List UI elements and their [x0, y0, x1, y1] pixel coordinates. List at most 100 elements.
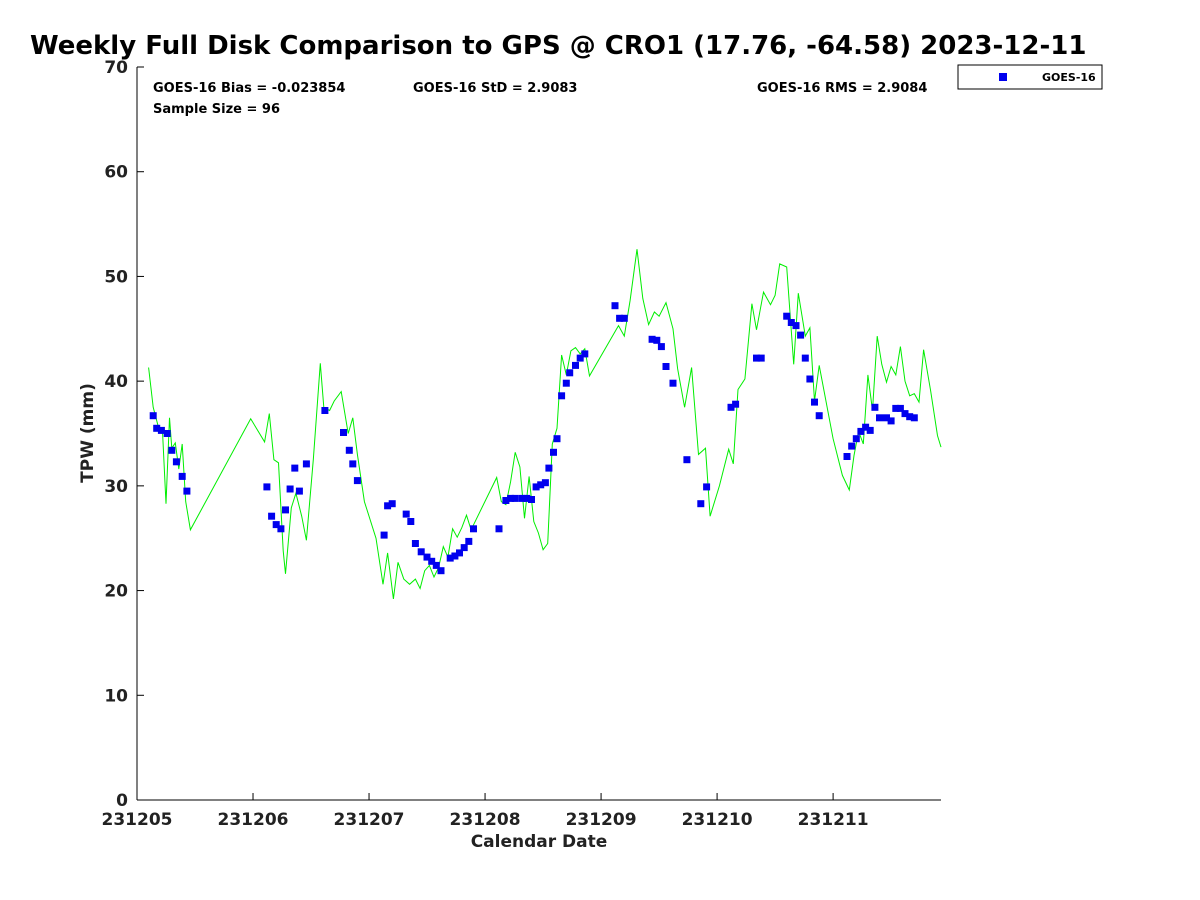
- y-tick-label: 30: [104, 477, 128, 497]
- goes-16-point: [507, 494, 515, 502]
- x-tick-label: 231208: [450, 810, 521, 830]
- goes-16-point: [153, 424, 161, 432]
- goes-16-point: [163, 430, 171, 437]
- gps-line: [148, 249, 942, 599]
- goes-16-point: [282, 506, 289, 514]
- goes-16-point: [757, 354, 765, 362]
- goes-16-point: [581, 350, 589, 358]
- goes-16-point: [792, 322, 800, 330]
- x-tick-label: 231206: [218, 810, 289, 830]
- goes-16-point: [857, 427, 865, 435]
- goes-16-point: [862, 423, 870, 431]
- goes-16-point: [657, 343, 665, 351]
- bias-stat: GOES-16 Bias = -0.023854: [153, 81, 345, 96]
- goes-16-point: [572, 361, 579, 369]
- goes-16-point: [291, 464, 299, 472]
- goes-16-point: [901, 410, 909, 418]
- y-tick-label: 60: [104, 163, 128, 183]
- goes-16-point: [302, 460, 310, 468]
- goes-16-point: [417, 548, 425, 556]
- y-tick-label: 70: [104, 58, 128, 78]
- legend-box: [957, 64, 1103, 90]
- goes-16-point: [157, 426, 165, 434]
- goes-16-point: [876, 414, 883, 422]
- goes-16-point: [896, 404, 904, 412]
- goes-16-point: [272, 521, 280, 529]
- goes-16-point: [388, 500, 396, 508]
- goes-16-point: [541, 479, 549, 487]
- goes-16-point: [871, 403, 879, 411]
- goes-16-point: [620, 314, 628, 322]
- legend-marker-goes-16: [999, 73, 1007, 81]
- x-axis-label: Calendar Date: [471, 832, 608, 852]
- goes-16-point: [887, 417, 895, 425]
- goes-16-point: [801, 354, 809, 362]
- goes-16-point: [783, 312, 791, 320]
- std-stat: GOES-16 StD = 2.9083: [413, 81, 577, 96]
- goes-16-point: [611, 302, 619, 310]
- y-tick-label: 10: [104, 686, 128, 706]
- x-tick-label: 231210: [682, 810, 753, 830]
- goes-16-point: [446, 554, 454, 562]
- goes-16-point: [428, 557, 436, 565]
- goes-16-point: [353, 477, 361, 485]
- goes-16-point-series: [149, 302, 918, 575]
- goes-16-point: [562, 379, 570, 387]
- goes-16-point: [384, 502, 392, 510]
- x-tick-label: 231207: [334, 810, 405, 830]
- y-tick-label: 0: [116, 791, 128, 811]
- goes-16-point: [811, 398, 818, 406]
- plot-area: [137, 67, 941, 800]
- rms-stat: GOES-16 RMS = 2.9084: [757, 81, 927, 96]
- goes-16-point: [518, 494, 526, 502]
- goes-16-point: [402, 510, 410, 518]
- goes-16-point: [669, 379, 677, 387]
- x-tick-label: 231205: [102, 810, 173, 830]
- goes-16-point: [437, 567, 445, 575]
- goes-16-point: [852, 435, 860, 443]
- sample-size-stat: Sample Size = 96: [153, 102, 280, 117]
- goes-16-point: [470, 525, 477, 533]
- goes-16-point: [616, 314, 624, 322]
- goes-16-point: [286, 485, 294, 493]
- goes-16-point: [523, 494, 531, 502]
- goes-16-point: [558, 392, 566, 400]
- goes-16-point: [263, 483, 271, 491]
- goes-16-point: [340, 429, 347, 436]
- goes-16-point: [566, 369, 574, 377]
- goes-16-point: [537, 481, 545, 489]
- goes-16-point: [906, 413, 914, 421]
- chart-title: Weekly Full Disk Comparison to GPS @ CRO…: [30, 31, 1086, 61]
- goes-16-point: [295, 487, 303, 495]
- goes-16-point: [149, 412, 157, 420]
- goes-16-point: [168, 446, 176, 454]
- goes-16-point: [277, 525, 285, 533]
- goes-16-point: [797, 331, 805, 339]
- goes-16-point: [787, 319, 795, 326]
- gps-line-series: [148, 249, 942, 599]
- legend: GOES-16: [957, 64, 1103, 90]
- goes-16-point: [545, 464, 553, 472]
- goes-16-point: [697, 500, 705, 508]
- goes-16-point: [892, 404, 900, 412]
- goes-16-point: [653, 336, 661, 344]
- goes-16-point: [843, 453, 851, 460]
- x-tick-label: 231209: [566, 810, 637, 830]
- goes-16-point: [883, 414, 890, 422]
- goes-16-point: [648, 335, 656, 343]
- goes-16-point: [806, 375, 814, 383]
- goes-16-point: [662, 363, 670, 370]
- goes-16-point: [268, 512, 276, 520]
- goes-16-point: [528, 496, 535, 503]
- goes-16-point: [451, 552, 459, 560]
- goes-16-point: [172, 458, 180, 466]
- goes-16-point: [423, 553, 431, 561]
- goes-16-point: [465, 537, 473, 545]
- goes-16-point: [411, 540, 419, 547]
- y-axis-label: TPW (mm): [78, 383, 98, 483]
- x-tick-label: 231211: [798, 810, 869, 830]
- x-axis-ticks: 231205 231206 231207 231208 231209 231210 2312…: [102, 793, 869, 830]
- goes-16-point: [753, 354, 760, 362]
- goes-16-point: [511, 494, 519, 502]
